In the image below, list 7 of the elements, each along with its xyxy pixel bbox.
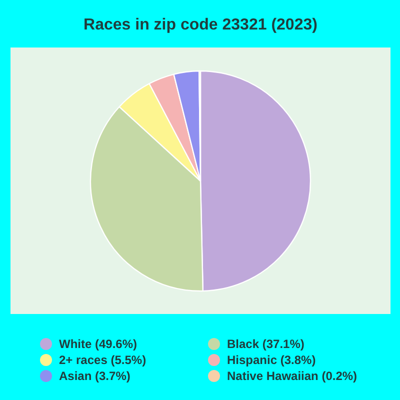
legend-label: White (49.6%) (59, 336, 138, 350)
legend-label: Asian (3.7%) (59, 368, 132, 382)
legend-label: 2+ races (5.5%) (59, 352, 148, 366)
chart-title: Races in zip code 23321 (2023) (84, 16, 318, 34)
legend-label: Native Hawaiian (0.2%) (227, 368, 358, 382)
legend-label: Black (37.1%) (227, 336, 306, 350)
legend-label: Hispanic (3.8%) (227, 352, 317, 366)
